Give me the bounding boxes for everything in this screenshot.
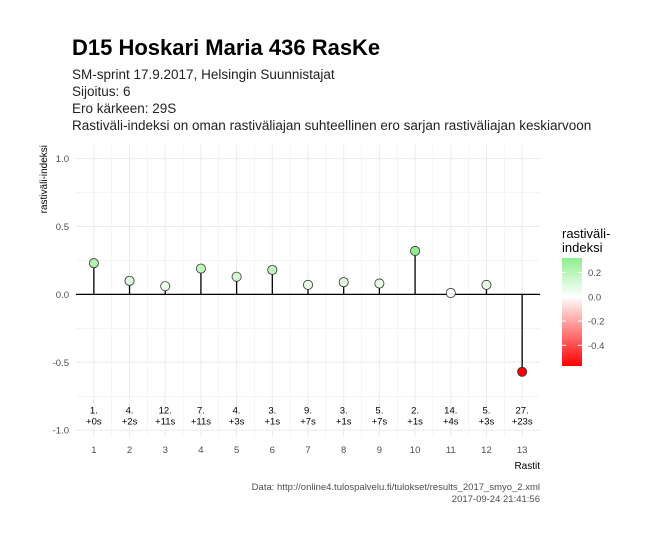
data-point-group: 4.+2s [122, 275, 138, 428]
caption-line: 2017-09-24 21:41:56 [452, 494, 540, 505]
x-tick-label: 13 [517, 445, 528, 456]
diff-label: +0s [86, 417, 102, 428]
color-scale-bar [562, 258, 582, 366]
data-point-group: 7.+11s [191, 263, 211, 428]
x-tick-label: 10 [410, 445, 421, 456]
rank-label: 2. [411, 406, 419, 417]
x-tick-label: 9 [377, 445, 382, 456]
data-point-group: 4.+3s [229, 271, 245, 428]
data-point-group: 14.+4s [443, 288, 459, 428]
x-tick-label: 6 [270, 445, 275, 456]
data-point-group: 1.+0s [86, 258, 102, 428]
diff-label: +7s [372, 417, 388, 428]
diff-label: +11s [191, 417, 211, 428]
caption-line: Data: http://online4.tulospalvelu.fi/tul… [252, 482, 540, 493]
diff-label: +1s [407, 417, 423, 428]
legend-tick-label: -0.4 [588, 341, 604, 352]
chart-title: D15 Hoskari Maria 436 RasKe [72, 35, 380, 60]
data-point-group: 3.+1s [265, 264, 281, 428]
data-point-group: 3.+1s [336, 277, 352, 428]
rank-label: 4. [233, 406, 241, 417]
data-point-group: 5.+7s [372, 278, 388, 428]
rank-label: 3. [340, 406, 348, 417]
subtitle-line: Rastiväli-indeksi on oman rastiväliajan … [72, 118, 591, 133]
legend-title: indeksi [562, 240, 603, 255]
legend: rastiväli-indeksi 0.2 0.0 -0.2 -0.4 [562, 226, 610, 366]
data-point [410, 245, 421, 256]
x-tick-label: 7 [305, 445, 310, 456]
data-point [338, 277, 349, 288]
rank-label: 5. [482, 406, 490, 417]
data-point-group: 2.+1s [407, 245, 423, 428]
rank-label: 1. [90, 406, 98, 417]
rank-label: 3. [268, 406, 276, 417]
legend-tick-label: -0.2 [588, 317, 604, 328]
data-point [160, 281, 171, 292]
chart-subtitle: SM-sprint 17.9.2017, Helsingin Suunnista… [72, 67, 591, 133]
x-tick-label: 11 [446, 445, 456, 456]
diff-label: +1s [336, 417, 352, 428]
diff-label: +23s [512, 417, 533, 428]
y-tick-label: -0.5 [53, 358, 69, 369]
rank-label: 27. [516, 406, 529, 417]
data-point [481, 279, 492, 290]
y-tick-label: 0.5 [56, 222, 69, 233]
plot-area: 1.00.50.0-0.5-1.01 2 3 4 5 6 7 8 9 10 11 12 13Rastit… [39, 145, 540, 472]
legend-tick-label: 0.0 [588, 292, 601, 303]
data-point-group: 27.+23s [512, 294, 533, 428]
data-point [302, 279, 313, 290]
caption: Data: http://online4.tulospalvelu.fi/tul… [252, 482, 540, 505]
subtitle-line: Sijoitus: 6 [72, 84, 131, 99]
data-point [124, 275, 135, 286]
diff-label: +3s [229, 417, 245, 428]
diff-label: +1s [265, 417, 281, 428]
legend-tick-label: 0.2 [588, 268, 601, 279]
diff-label: +4s [443, 417, 459, 428]
diff-label: +3s [479, 417, 495, 428]
data-point-group: 9.+7s [300, 279, 316, 428]
x-tick-label: 8 [341, 445, 346, 456]
x-tick-label: 3 [163, 445, 168, 456]
y-axis-title: rastiväli-indeksi [39, 145, 50, 213]
y-tick-label: 1.0 [56, 154, 69, 165]
data-point [267, 264, 278, 275]
diff-label: +11s [155, 417, 175, 428]
data-point-group: 5.+3s [479, 279, 495, 428]
data-point-group: 12.+11s [155, 281, 176, 428]
data-point [195, 263, 206, 274]
x-tick-label: 12 [481, 445, 492, 456]
rank-label: 14. [444, 406, 457, 417]
rank-label: 9. [304, 406, 312, 417]
subtitle-line: SM-sprint 17.9.2017, Helsingin Suunnista… [72, 67, 335, 82]
data-point [88, 258, 99, 269]
legend-title: rastiväli- [562, 226, 610, 241]
rank-label: 4. [126, 406, 134, 417]
y-tick-label: 0.0 [56, 290, 69, 301]
data-point [517, 366, 528, 377]
subtitle-line: Ero kärkeen: 29S [72, 101, 176, 116]
data-point [445, 288, 456, 299]
x-tick-label: 4 [198, 445, 203, 456]
x-tick-label: 5 [234, 445, 239, 456]
diff-label: +7s [300, 417, 316, 428]
rank-label: 7. [197, 406, 205, 417]
rank-label: 5. [375, 406, 383, 417]
x-tick-label: 2 [127, 445, 132, 456]
x-tick-label: 1 [91, 445, 96, 456]
diff-label: +2s [122, 417, 138, 428]
data-point [231, 271, 242, 282]
rank-label: 12. [159, 406, 172, 417]
y-tick-label: -1.0 [53, 426, 69, 437]
data-point [374, 278, 385, 289]
x-axis-title: Rastit [514, 461, 540, 472]
